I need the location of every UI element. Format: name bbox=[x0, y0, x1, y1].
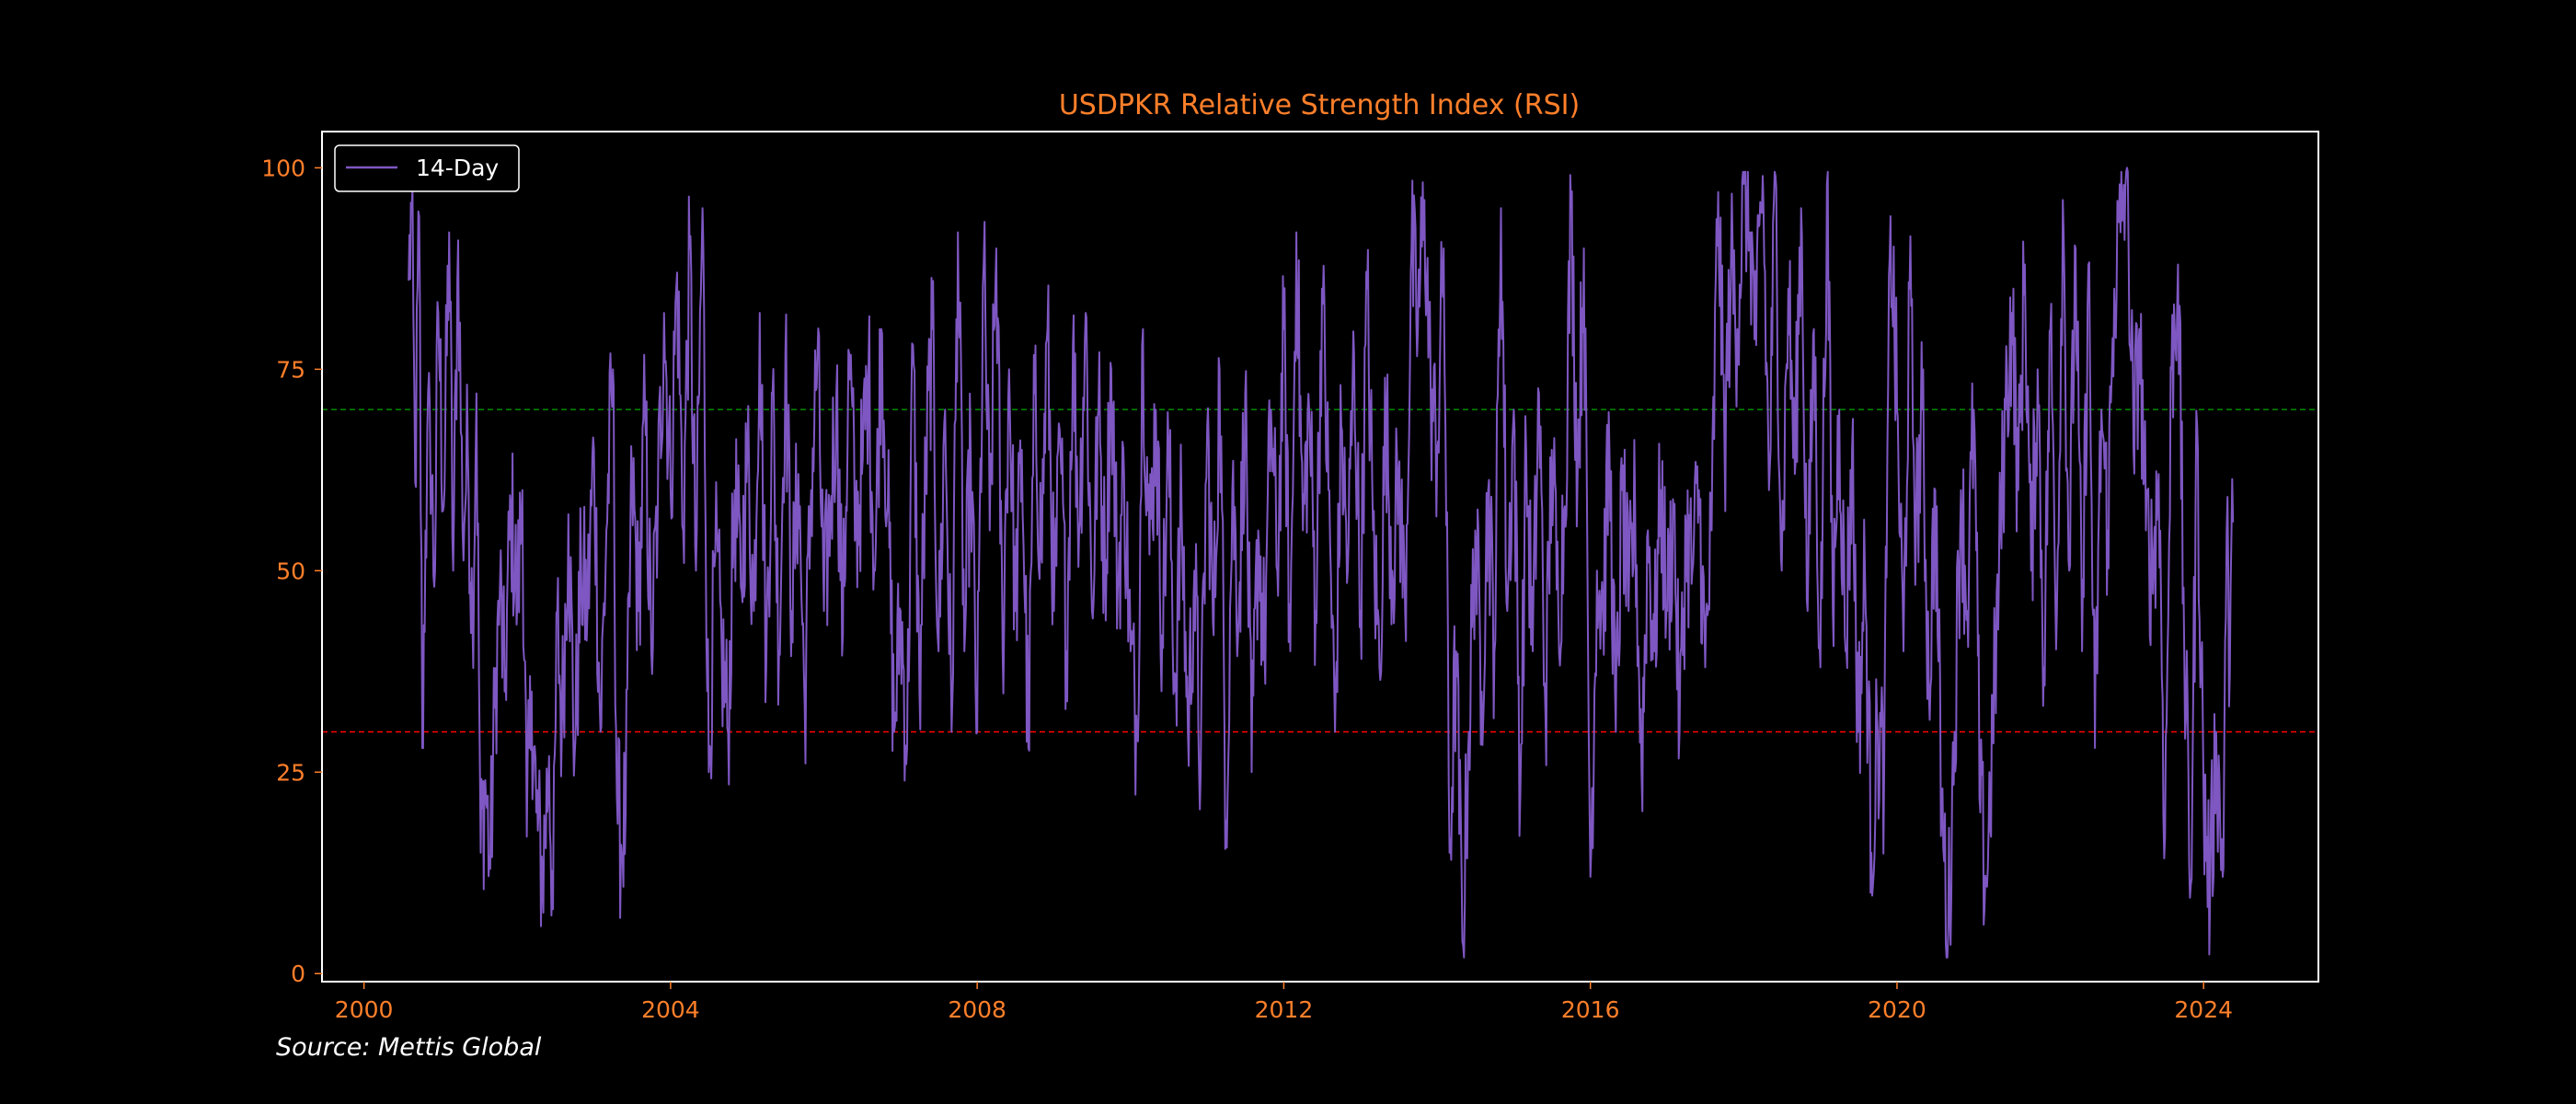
x-tick-label: 2016 bbox=[1561, 996, 1620, 1023]
series-layer bbox=[408, 167, 2235, 959]
chart-title: USDPKR Relative Strength Index (RSI) bbox=[1059, 89, 1580, 121]
y-tick-label: 75 bbox=[276, 356, 305, 383]
x-tick-label: 2012 bbox=[1255, 996, 1314, 1023]
source-note: Source: Mettis Global bbox=[276, 1033, 542, 1062]
x-tick-label: 2024 bbox=[2174, 996, 2233, 1023]
x-tick-label: 2004 bbox=[641, 996, 700, 1023]
legend-box bbox=[334, 144, 520, 192]
x-axis: 2000 2004 2008 2012 2016 2020 2024 bbox=[335, 982, 2233, 1023]
y-tick-label: 100 bbox=[261, 155, 305, 181]
x-tick-label: 2008 bbox=[948, 996, 1006, 1023]
x-tick-label: 2020 bbox=[1868, 996, 1926, 1023]
x-tick-label: 2000 bbox=[335, 996, 394, 1023]
plot-area-frame bbox=[321, 131, 2319, 983]
legend-label-14-day: 14-Day bbox=[416, 155, 499, 181]
y-tick-label: 25 bbox=[276, 759, 305, 786]
y-tick-label: 0 bbox=[291, 960, 305, 987]
y-axis: 0 25 50 75 100 bbox=[261, 155, 322, 987]
series-line-14-day bbox=[408, 167, 2235, 959]
y-tick-label: 50 bbox=[276, 558, 305, 584]
legend: 14-Day bbox=[334, 144, 520, 192]
